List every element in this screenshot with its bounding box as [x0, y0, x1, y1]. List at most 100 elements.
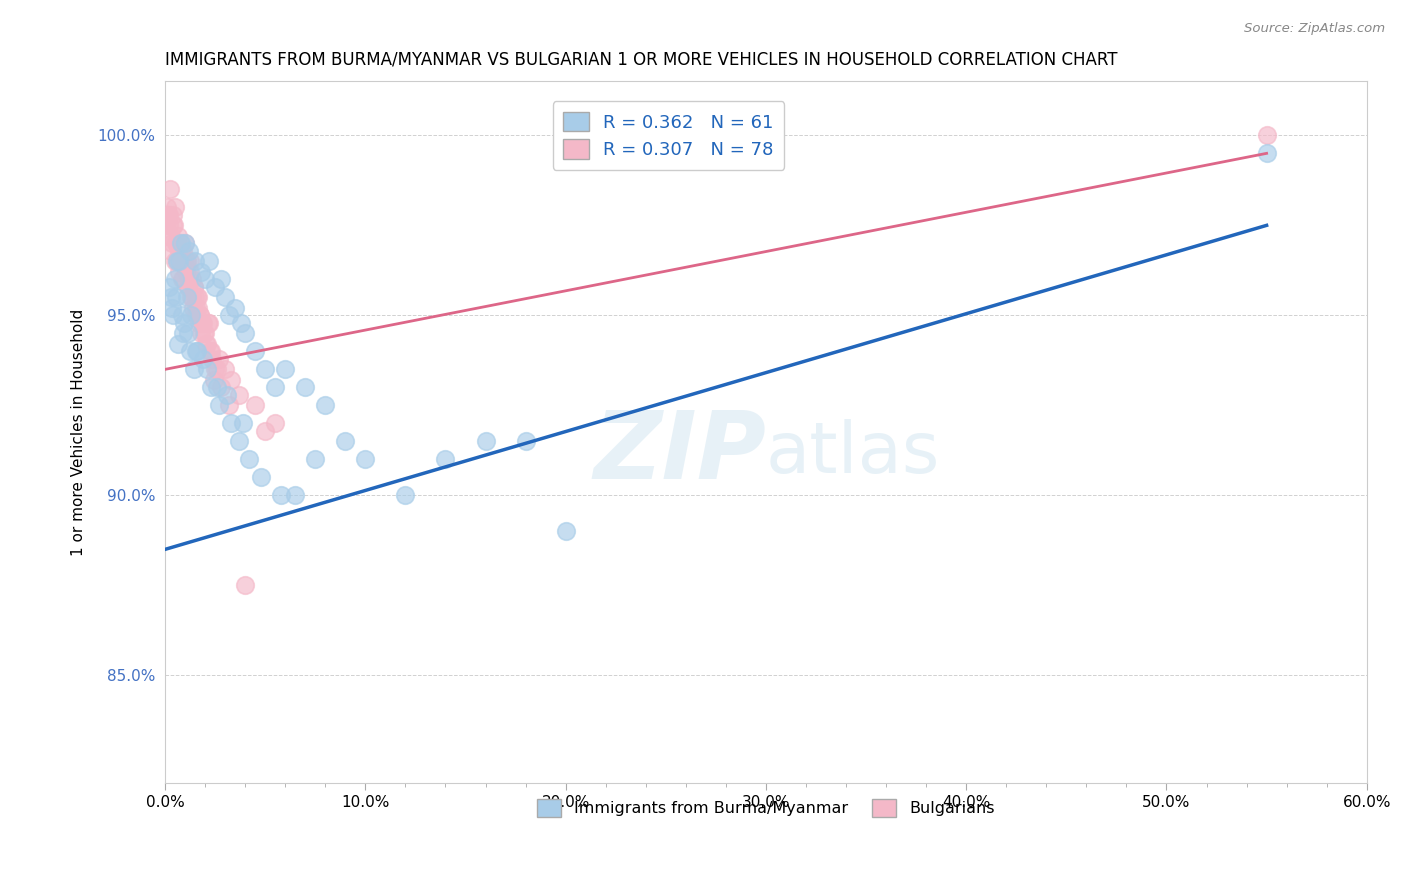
Text: Source: ZipAtlas.com: Source: ZipAtlas.com	[1244, 22, 1385, 36]
Point	[179, 344, 201, 359]
Point	[177, 326, 200, 341]
Point	[176, 254, 198, 268]
Point	[228, 434, 250, 449]
Point	[162, 219, 184, 233]
Point	[170, 236, 193, 251]
Point	[159, 182, 181, 196]
Point	[284, 488, 307, 502]
Text: atlas: atlas	[766, 419, 941, 488]
Point	[162, 309, 184, 323]
Point	[184, 309, 207, 323]
Point	[167, 229, 190, 244]
Point	[172, 244, 194, 258]
Point	[195, 337, 218, 351]
Point	[165, 254, 187, 268]
Point	[188, 316, 211, 330]
Point	[191, 351, 214, 366]
Point	[165, 272, 187, 286]
Point	[177, 272, 200, 286]
Point	[245, 344, 267, 359]
Point	[209, 272, 232, 286]
Point	[190, 316, 212, 330]
Point	[160, 236, 183, 251]
Point	[218, 309, 240, 323]
Point	[160, 290, 183, 304]
Point	[200, 351, 222, 366]
Point	[184, 301, 207, 315]
Point	[183, 279, 205, 293]
Point	[172, 309, 194, 323]
Point	[188, 309, 211, 323]
Point	[179, 254, 201, 268]
Point	[209, 380, 232, 394]
Point	[166, 254, 188, 268]
Point	[180, 290, 202, 304]
Point	[181, 301, 204, 315]
Point	[191, 316, 214, 330]
Point	[183, 279, 205, 293]
Point	[274, 362, 297, 376]
Point	[194, 326, 217, 341]
Point	[177, 279, 200, 293]
Point	[160, 301, 183, 315]
Point	[198, 316, 221, 330]
Point	[254, 362, 277, 376]
Point	[156, 229, 179, 244]
Point	[170, 254, 193, 268]
Point	[193, 326, 215, 341]
Point	[190, 326, 212, 341]
Point	[270, 488, 292, 502]
Point	[187, 301, 209, 315]
Point	[224, 301, 246, 315]
Point	[174, 236, 197, 251]
Point	[184, 254, 207, 268]
Point	[205, 362, 228, 376]
Point	[162, 208, 184, 222]
Point	[155, 219, 177, 233]
Point	[165, 236, 187, 251]
Point	[218, 398, 240, 412]
Point	[160, 229, 183, 244]
Point	[434, 452, 457, 467]
Point	[231, 316, 253, 330]
Point	[314, 398, 336, 412]
Point	[156, 200, 179, 214]
Point	[214, 362, 236, 376]
Point	[1256, 128, 1278, 143]
Point	[294, 380, 316, 394]
Point	[174, 254, 197, 268]
Point	[173, 254, 195, 268]
Point	[197, 316, 219, 330]
Point	[183, 362, 205, 376]
Point	[1256, 146, 1278, 161]
Y-axis label: 1 or more Vehicles in Household: 1 or more Vehicles in Household	[72, 309, 86, 556]
Point	[335, 434, 357, 449]
Point	[394, 488, 416, 502]
Legend: Immigrants from Burma/Myanmar, Bulgarians: Immigrants from Burma/Myanmar, Bulgarian…	[530, 791, 1002, 824]
Point	[219, 373, 242, 387]
Point	[157, 208, 180, 222]
Point	[157, 279, 180, 293]
Point	[184, 344, 207, 359]
Point	[202, 373, 225, 387]
Point	[177, 244, 200, 258]
Point	[250, 470, 273, 484]
Point	[186, 290, 208, 304]
Point	[233, 326, 256, 341]
Point	[204, 279, 226, 293]
Point	[165, 290, 187, 304]
Text: IMMIGRANTS FROM BURMA/MYANMAR VS BULGARIAN 1 OR MORE VEHICLES IN HOUSEHOLD CORRE: IMMIGRANTS FROM BURMA/MYANMAR VS BULGARI…	[165, 51, 1118, 69]
Point	[198, 254, 221, 268]
Point	[228, 387, 250, 401]
Point	[176, 290, 198, 304]
Point	[163, 219, 186, 233]
Point	[174, 265, 197, 279]
Point	[167, 244, 190, 258]
Point	[176, 279, 198, 293]
Point	[186, 344, 208, 359]
Point	[264, 417, 287, 431]
Point	[354, 452, 377, 467]
Point	[173, 272, 195, 286]
Point	[200, 344, 222, 359]
Point	[195, 362, 218, 376]
